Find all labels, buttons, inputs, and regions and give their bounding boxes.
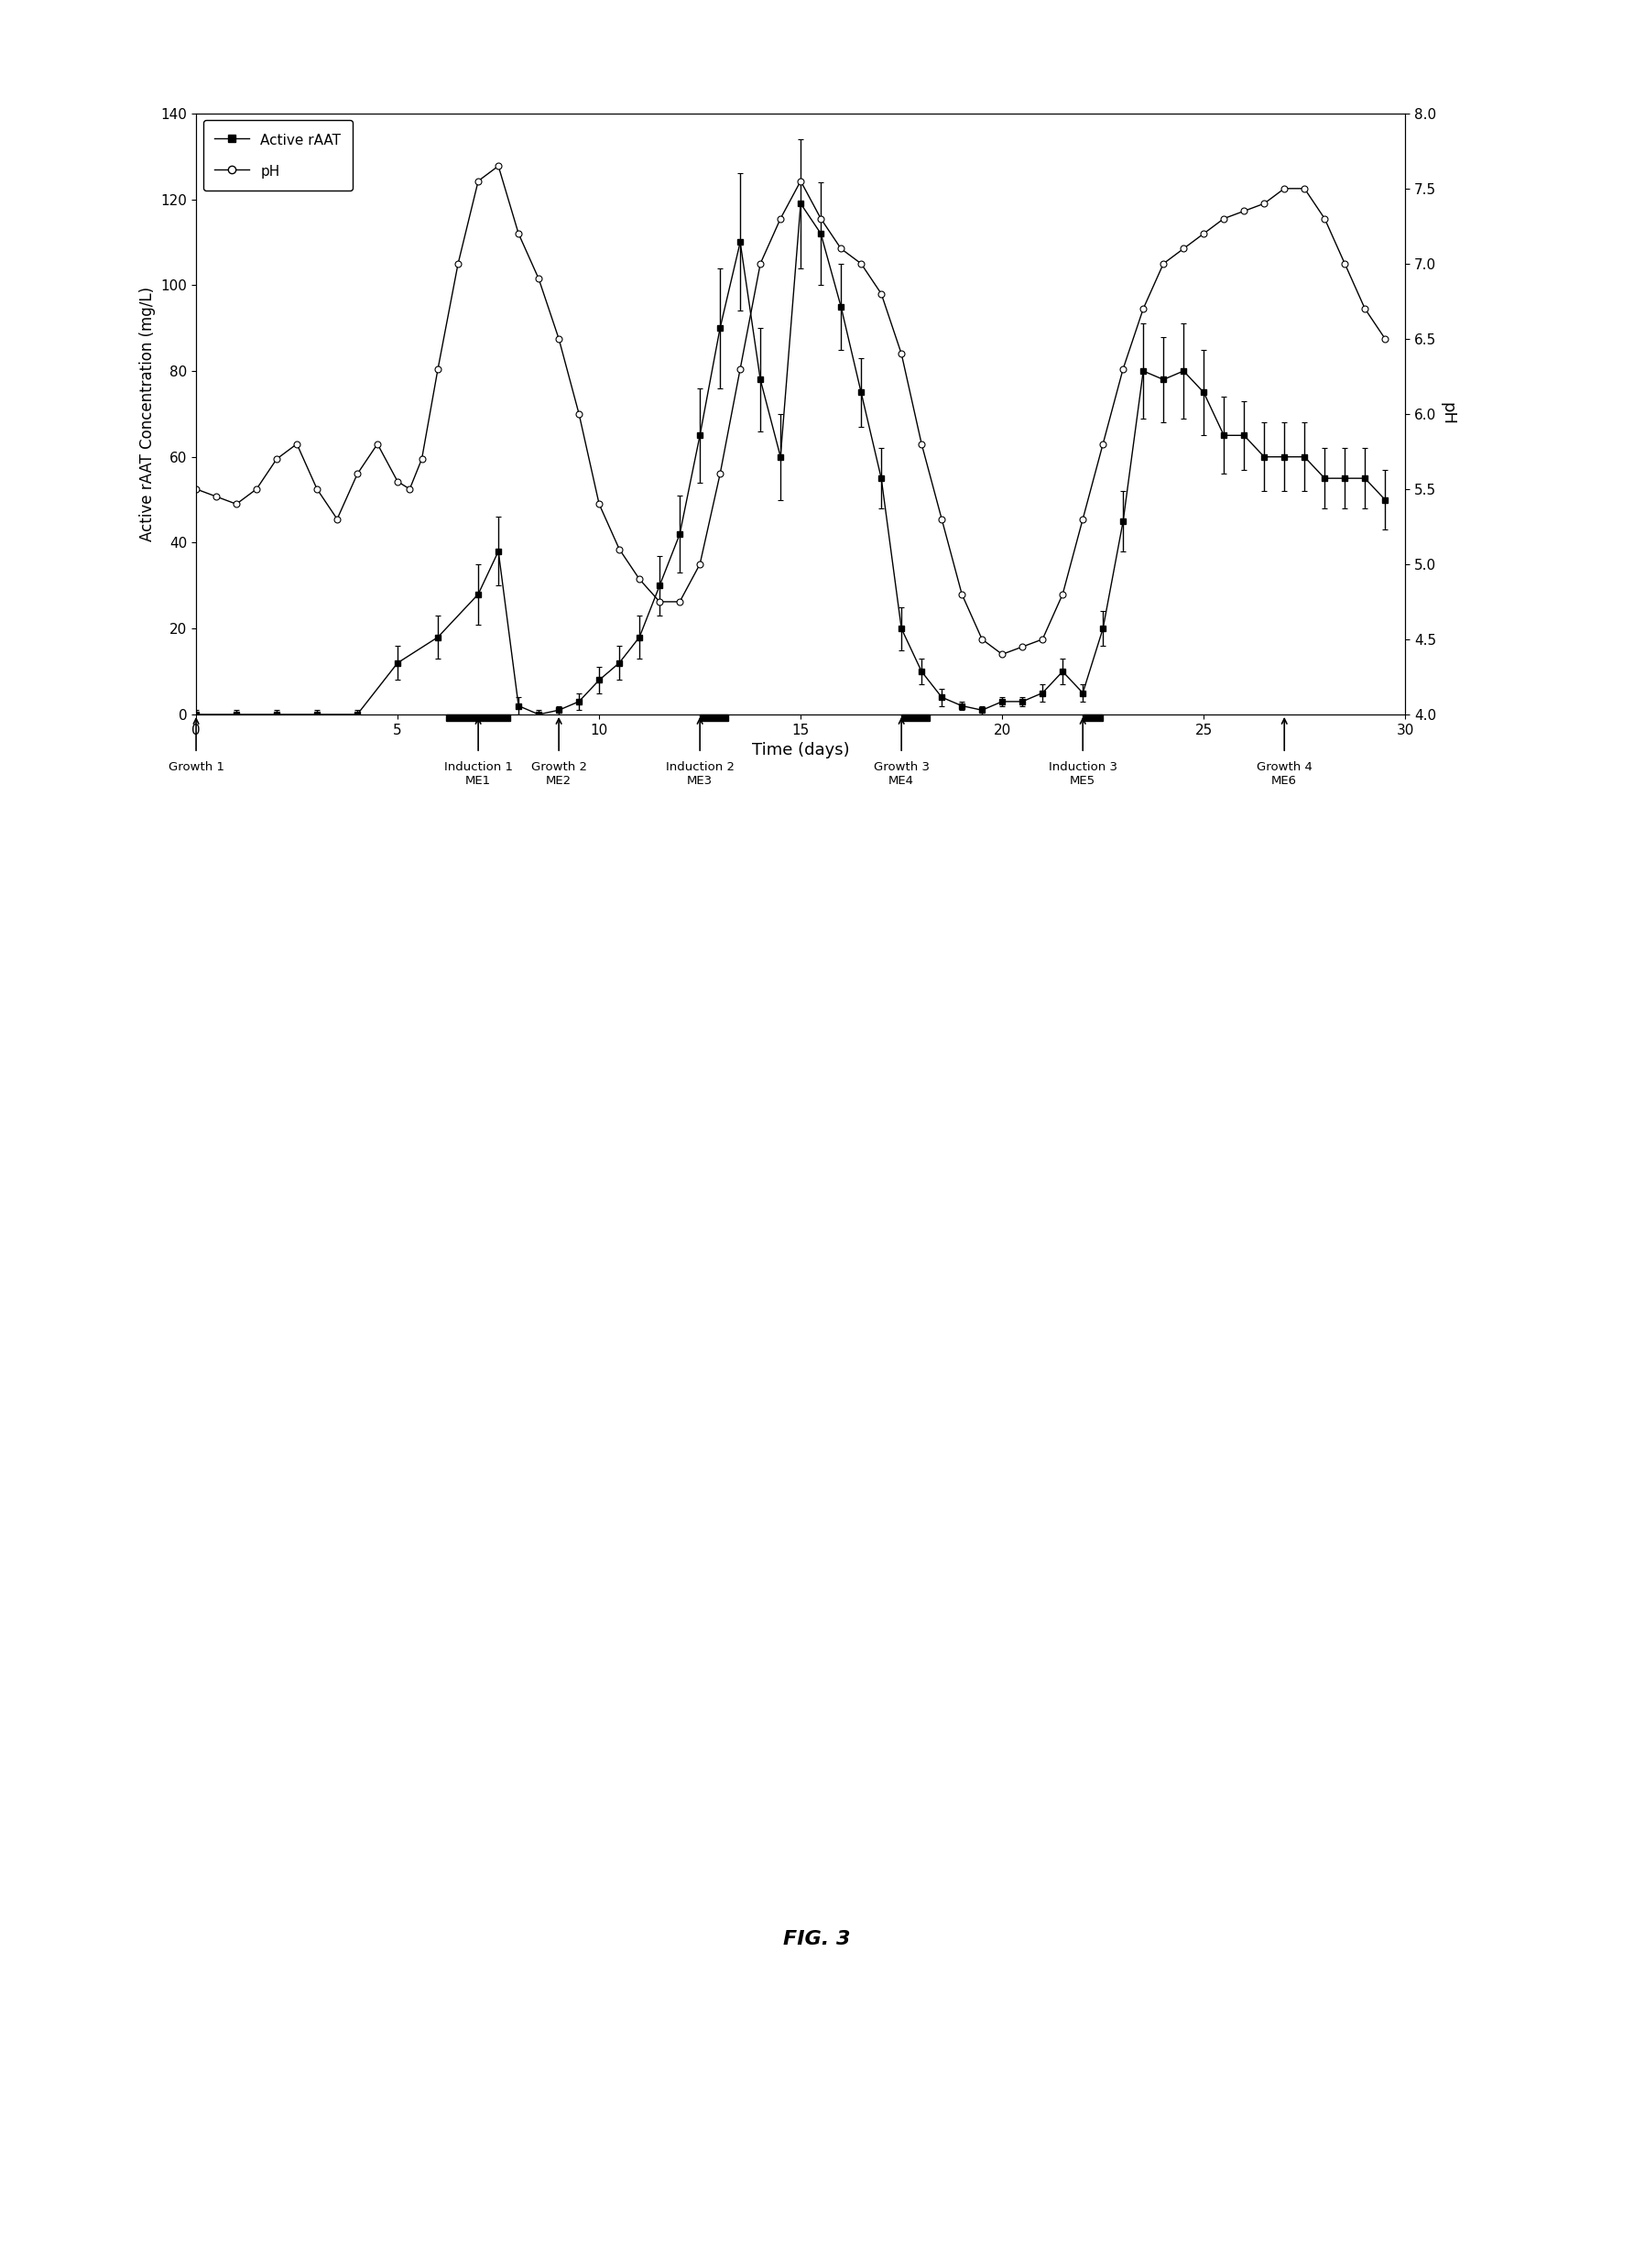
pH [1255, 191, 1275, 218]
Bar [1083, 714, 1103, 721]
Text: Growth 1: Growth 1 [168, 762, 224, 773]
Text: Growth 4
ME6: Growth 4 ME6 [1257, 762, 1312, 787]
Y-axis label: pH: pH [1440, 401, 1456, 426]
Text: Growth 3
ME4: Growth 3 ME4 [874, 762, 930, 787]
Text: Induction 3
ME5: Induction 3 ME5 [1049, 762, 1118, 787]
pH [992, 640, 1011, 667]
pH [489, 152, 508, 179]
pH [186, 476, 206, 503]
Bar [699, 714, 729, 721]
Bar [446, 714, 510, 721]
Line: pH: pH [193, 163, 1389, 658]
pH [448, 249, 467, 277]
Text: Induction 1
ME1: Induction 1 ME1 [444, 762, 513, 787]
pH [912, 431, 931, 458]
pH [412, 445, 431, 472]
pH [1376, 324, 1395, 352]
Y-axis label: Active rAAT Concentration (mg/L): Active rAAT Concentration (mg/L) [139, 286, 155, 542]
Bar [902, 714, 930, 721]
Text: FIG. 3: FIG. 3 [783, 1930, 851, 1948]
pH [609, 535, 629, 562]
Text: Growth 2
ME2: Growth 2 ME2 [531, 762, 587, 787]
Legend: Active rAAT, pH: Active rAAT, pH [203, 120, 353, 191]
pH [832, 236, 851, 263]
X-axis label: Time (days): Time (days) [752, 742, 850, 758]
Text: Induction 2
ME3: Induction 2 ME3 [665, 762, 734, 787]
